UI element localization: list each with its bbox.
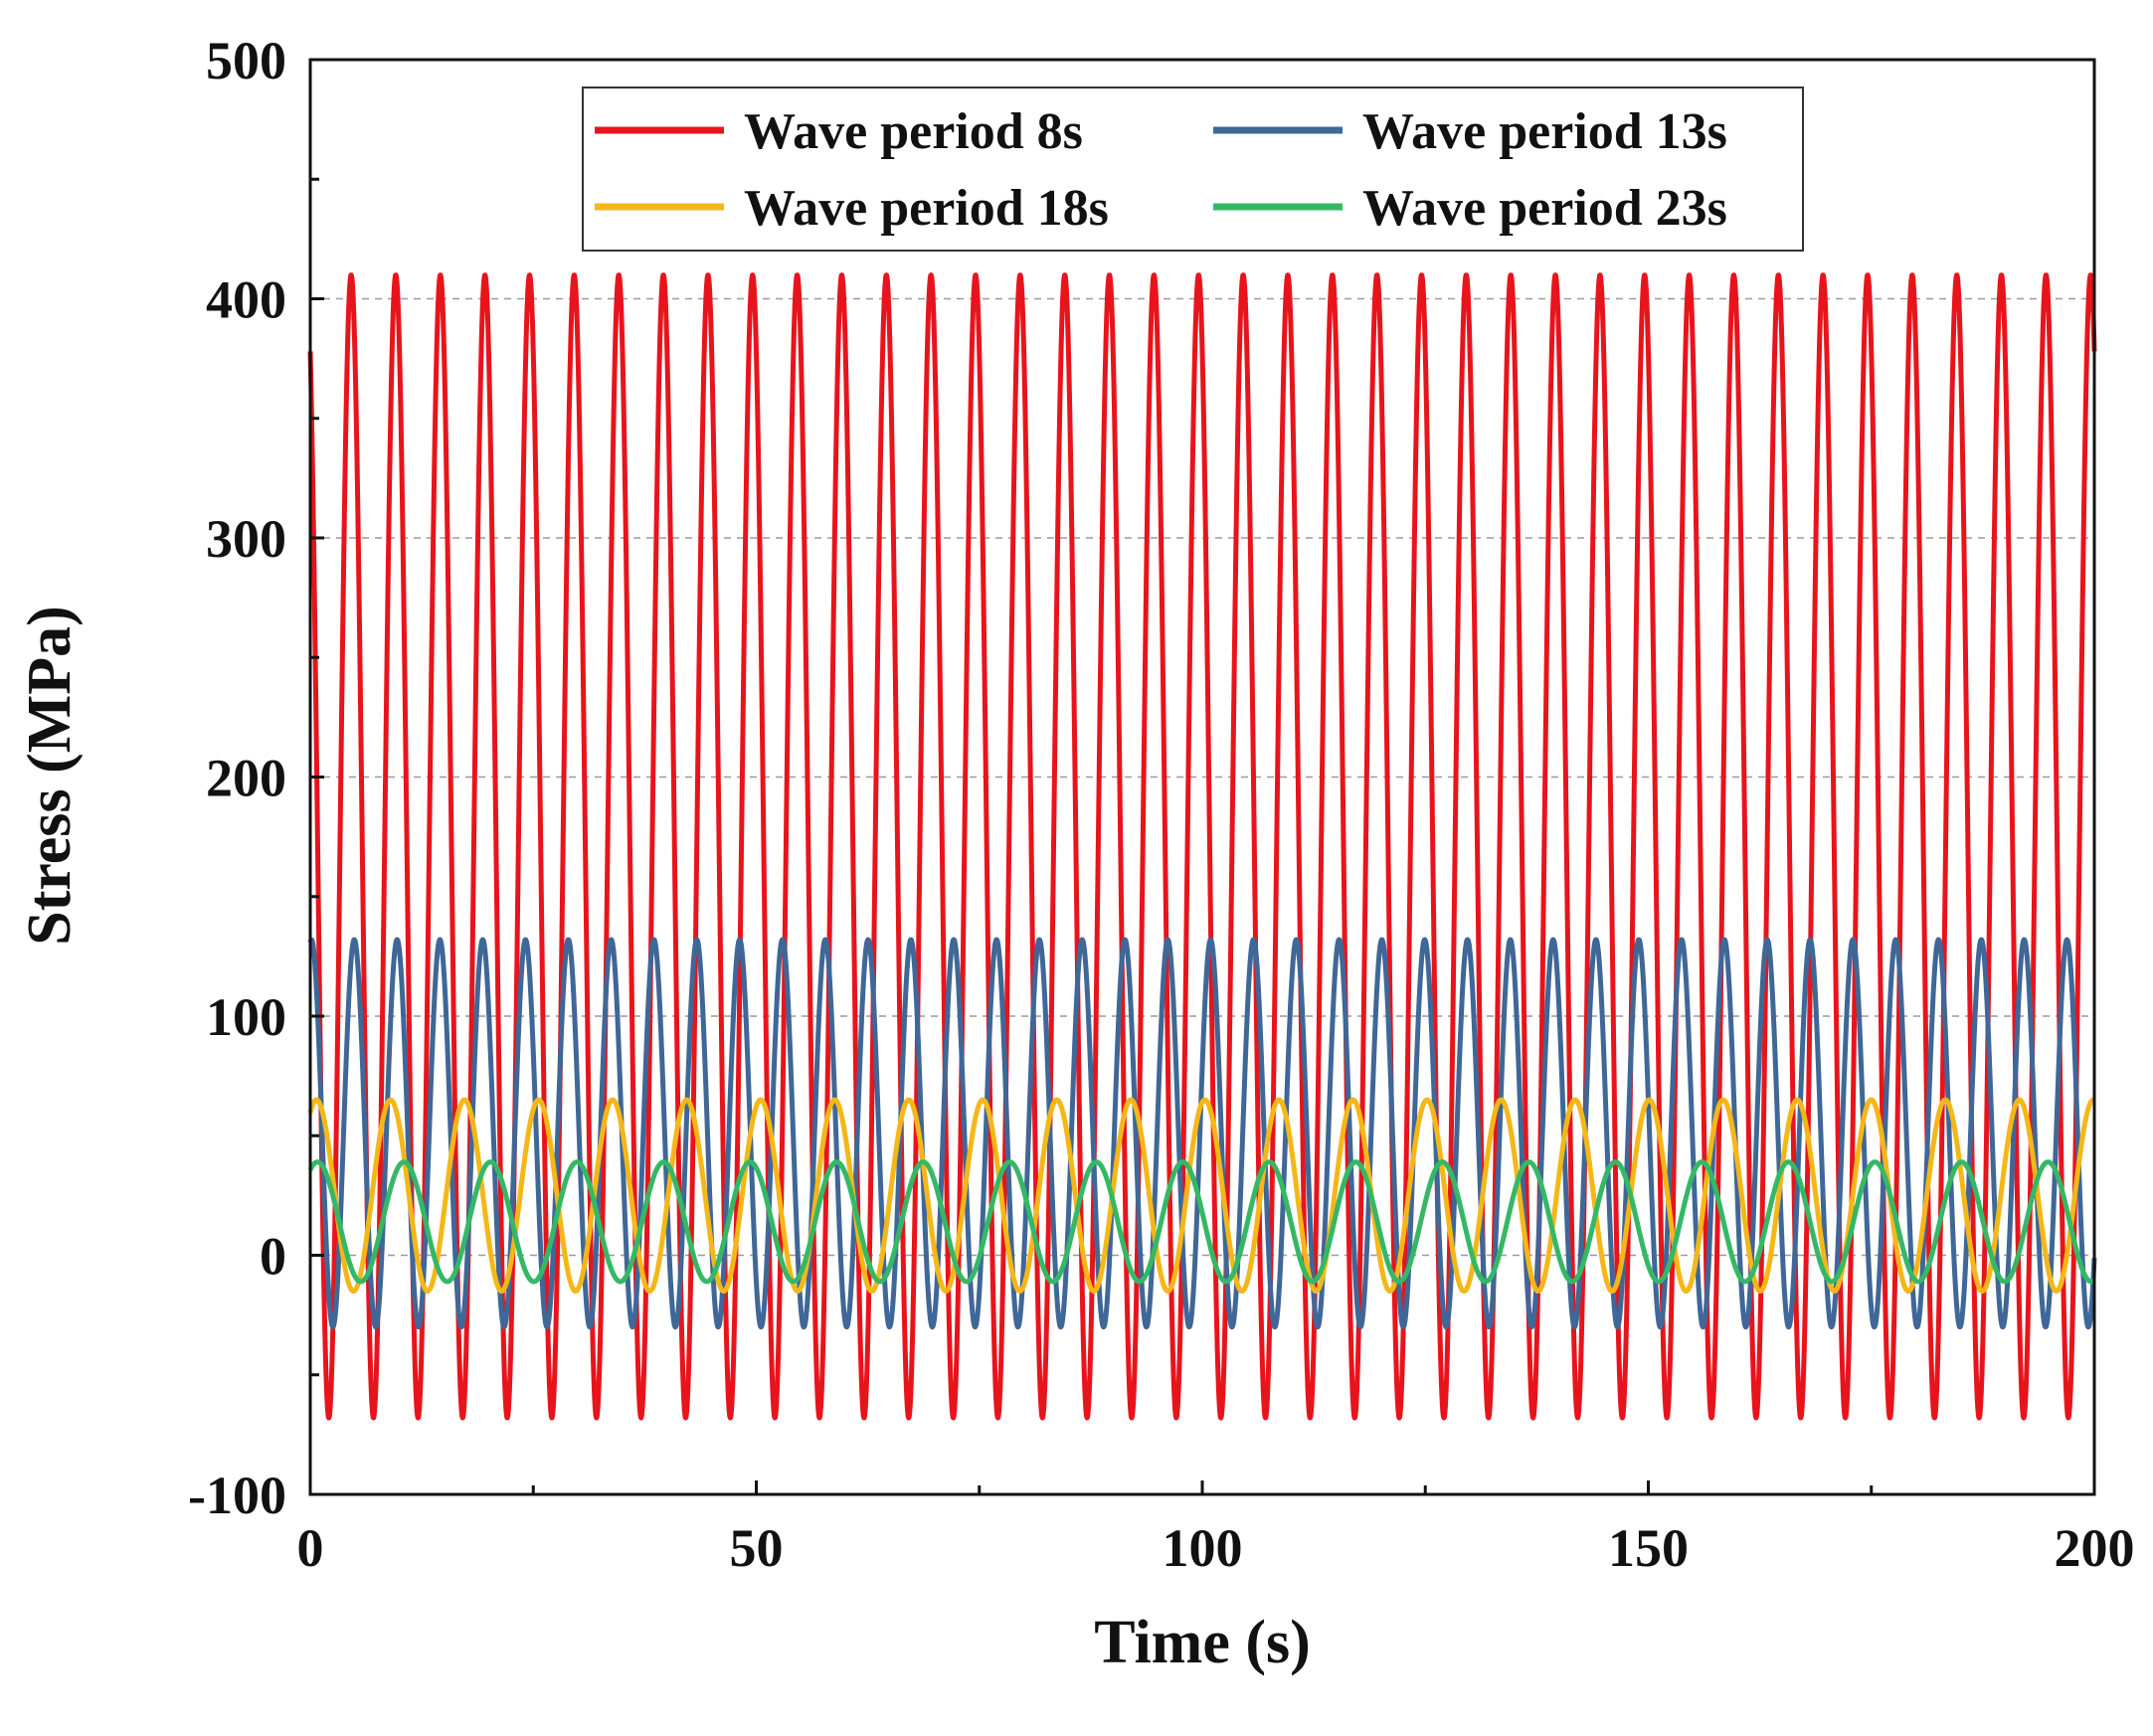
x-tick-label: 150: [1608, 1518, 1689, 1578]
series-line-1: [307, 272, 2097, 1421]
y-tick-label: -100: [188, 1466, 286, 1525]
legend-box: [582, 87, 1804, 252]
legend: Wave period 8s Wave period 13s Wave period…: [582, 87, 1804, 252]
legend-label-1: Wave period 8s: [744, 103, 1083, 160]
y-tick-label: 200: [206, 749, 286, 808]
x-tick-label: 100: [1163, 1518, 1243, 1578]
y-tick-label: 0: [260, 1227, 286, 1287]
series-line-4: [307, 1159, 2097, 1285]
legend-label-2: Wave period 13s: [1362, 103, 1727, 160]
series-line-2: [307, 937, 2097, 1330]
x-axis-title: Time (s): [1094, 1609, 1311, 1676]
legend-label-3: Wave period 18s: [744, 180, 1109, 237]
y-tick-label: 300: [206, 509, 286, 569]
y-tick-label: 500: [206, 31, 286, 90]
x-tick-label: 50: [730, 1518, 784, 1578]
x-tick-label: 0: [297, 1518, 324, 1578]
series-line-3: [307, 1097, 2097, 1295]
y-axis-title: Stress (MPa): [16, 606, 84, 945]
y-tick-label: 100: [206, 987, 286, 1047]
axis-ticks: [308, 58, 2096, 1496]
legend-label-4: Wave period 23s: [1362, 180, 1727, 237]
x-tick-label: 200: [2055, 1518, 2135, 1578]
series-layer: [307, 272, 2097, 1421]
y-tick-label: 400: [206, 270, 286, 330]
